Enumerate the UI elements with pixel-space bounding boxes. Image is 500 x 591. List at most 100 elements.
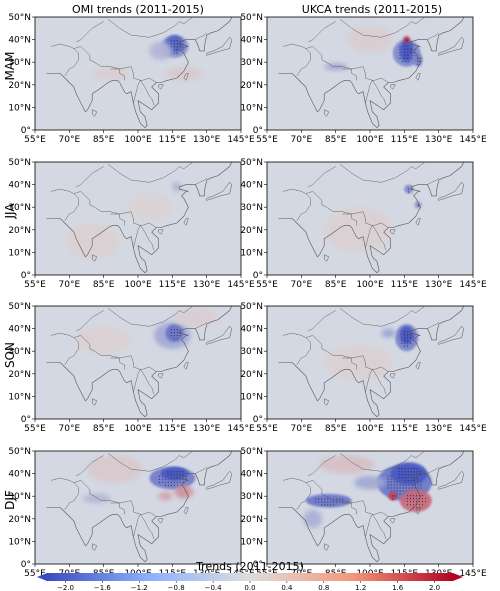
significance-dot xyxy=(321,498,323,500)
island-outline xyxy=(390,84,396,90)
y-tick-label: 20°N xyxy=(240,226,263,236)
significance-dot xyxy=(158,478,160,480)
country-border xyxy=(195,466,207,474)
y-tick-label: 30°N xyxy=(8,347,31,357)
y-tick-label: 30°N xyxy=(240,58,263,68)
y-tick-label: 30°N xyxy=(8,58,31,68)
island-outline xyxy=(390,229,396,235)
significance-dot xyxy=(410,480,412,482)
country-border xyxy=(340,162,426,183)
x-tick-label: 100°E xyxy=(356,135,384,145)
trend-hotspot xyxy=(413,53,423,67)
coastline xyxy=(46,306,233,418)
significance-dot xyxy=(321,501,323,503)
significance-dot xyxy=(401,342,403,344)
trend-hotspot xyxy=(126,193,173,221)
significance-dot xyxy=(321,504,323,506)
significance-dot xyxy=(407,48,409,50)
significance-dot xyxy=(401,477,403,479)
significance-dot xyxy=(402,487,404,489)
country-border xyxy=(195,321,207,329)
significance-dot xyxy=(393,481,395,483)
y-tick-label: 0° xyxy=(253,271,263,281)
y-tick-label: 20°N xyxy=(240,81,263,91)
significance-dot xyxy=(176,484,178,486)
island-outline xyxy=(91,543,98,551)
significance-dot xyxy=(410,498,412,500)
significance-dot xyxy=(417,60,419,62)
significance-dot xyxy=(179,46,181,48)
y-tick-label: 0° xyxy=(21,415,31,425)
x-tick-label: 115°E xyxy=(159,424,187,434)
significance-dot xyxy=(419,474,421,476)
panel-son-omi: 55°E 70°E 85°E 100°E 115°E 130°E 145°E 0° 10°N 20… xyxy=(8,302,255,434)
significance-dot xyxy=(170,477,172,479)
significance-dot xyxy=(185,478,187,480)
x-tick-label: 55°E xyxy=(24,135,46,145)
island-outline xyxy=(390,518,396,524)
trend-hotspot xyxy=(403,36,411,43)
significance-dot xyxy=(398,471,400,473)
significance-dot xyxy=(390,478,392,480)
y-tick-label: 0° xyxy=(253,560,263,570)
x-tick-label: 145°E xyxy=(459,280,487,290)
trend-hotspot xyxy=(347,26,393,54)
x-tick-label: 115°E xyxy=(159,280,187,290)
significance-dot xyxy=(406,39,408,41)
x-tick-label: 100°E xyxy=(356,280,384,290)
significance-dot xyxy=(416,477,418,479)
island-outline xyxy=(415,73,421,81)
significance-dot xyxy=(407,498,409,500)
significance-dot xyxy=(395,495,397,497)
y-tick-label: 40°N xyxy=(8,470,31,480)
colorbar-tick-label: −0.8 xyxy=(168,584,185,591)
significance-dot xyxy=(176,335,178,337)
y-tick-label: 10°N xyxy=(8,248,31,258)
colorbar-tick-label: 1.6 xyxy=(392,584,404,591)
x-tick-label: 85°E xyxy=(93,424,115,434)
significance-dot xyxy=(410,468,412,470)
significance-dot xyxy=(342,498,344,500)
significance-dot xyxy=(396,490,398,492)
country-border xyxy=(64,193,79,221)
significance-dot xyxy=(417,487,419,489)
significance-dot xyxy=(407,504,409,506)
map-content xyxy=(46,17,233,129)
significance-dot xyxy=(387,487,389,489)
colorbar-tick-label: 0.0 xyxy=(244,584,255,591)
significance-dot xyxy=(413,480,415,482)
coastline xyxy=(46,17,233,129)
significance-dot xyxy=(422,504,424,506)
significance-dot xyxy=(410,501,412,503)
island-outline xyxy=(438,470,465,490)
island-outline xyxy=(323,543,330,551)
significance-dot xyxy=(161,481,163,483)
significance-dot xyxy=(333,504,335,506)
country-border xyxy=(110,357,125,370)
island-outline xyxy=(91,254,98,262)
significance-dot xyxy=(411,487,413,489)
trend-hotspot xyxy=(324,207,393,253)
island-outline xyxy=(183,362,189,370)
country-border xyxy=(372,225,387,251)
panel-mam-ukca: 55°E 70°E 85°E 100°E 115°E 130°E 145°E 0° 10°N 20… xyxy=(240,13,487,145)
country-border xyxy=(64,48,79,76)
x-tick-label: 85°E xyxy=(93,280,115,290)
y-tick-label: 10°N xyxy=(240,248,263,258)
x-tick-label: 85°E xyxy=(325,280,347,290)
significance-dot xyxy=(422,498,424,500)
panel-jja-omi: 55°E 70°E 85°E 100°E 115°E 130°E 145°E 0° 10°N 20… xyxy=(8,158,255,290)
panel-jja-ukca: 55°E 70°E 85°E 100°E 115°E 130°E 145°E 0° 10°N 20… xyxy=(240,158,487,290)
significance-dot xyxy=(173,335,175,337)
country-border xyxy=(110,213,125,226)
significance-dot xyxy=(176,329,178,331)
significance-dot xyxy=(416,474,418,476)
x-tick-label: 100°E xyxy=(124,424,152,434)
country-border xyxy=(133,80,141,103)
y-tick-label: 40°N xyxy=(240,325,263,335)
y-tick-label: 30°N xyxy=(240,347,263,357)
country-border xyxy=(110,68,125,81)
coastline xyxy=(46,451,233,563)
significance-dot xyxy=(404,51,406,53)
